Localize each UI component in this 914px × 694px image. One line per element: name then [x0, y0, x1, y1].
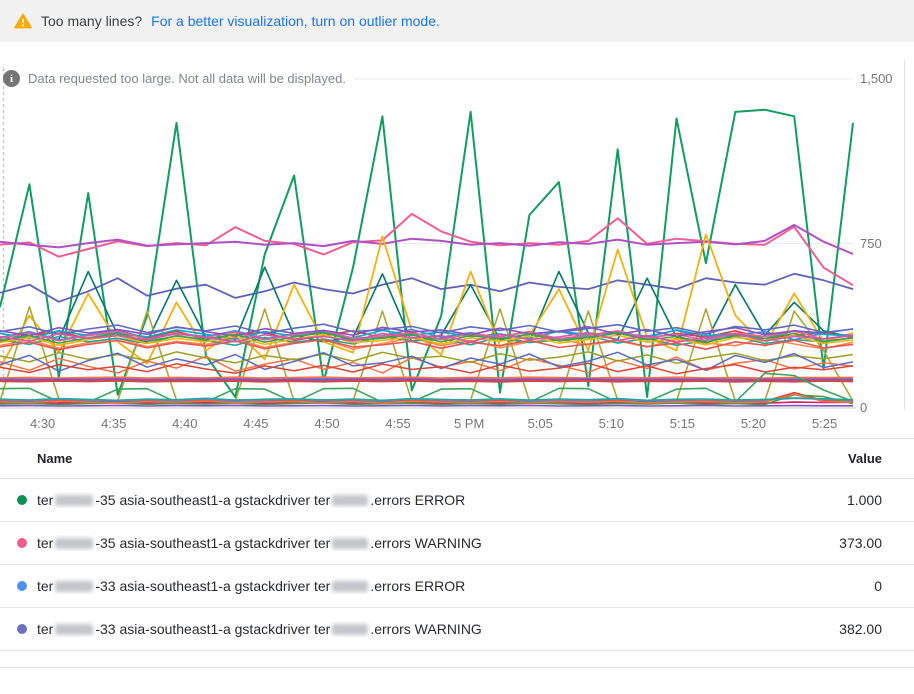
x-tick-label: 5:10: [598, 416, 624, 431]
redacted-text: [332, 538, 369, 549]
redacted-text: [55, 538, 94, 549]
x-tick-label: 5:20: [740, 416, 767, 431]
redacted-text: [332, 495, 369, 506]
redacted-text: [55, 495, 94, 506]
series-color-dot: [17, 495, 27, 505]
y-tick-label: 1,500: [860, 71, 893, 86]
timeseries-chart[interactable]: [0, 42, 914, 438]
series-name: ter -33 asia-southeast1-a gstackdriver te…: [37, 621, 482, 637]
redacted-text: [55, 624, 94, 635]
series-line-green-low-step: [0, 372, 854, 404]
series-line-band-violet: [0, 325, 854, 338]
series-line-bottom-magenta: [0, 400, 854, 405]
table-row[interactable]: ter -35 asia-southeast1-a gstackdriver te…: [0, 479, 914, 522]
redacted-text: [332, 624, 369, 635]
series-line-scatter-red: [0, 362, 854, 375]
partial-next-row: [0, 651, 914, 668]
warning-icon: [14, 13, 32, 29]
series-name: ter -35 asia-southeast1-a gstackdriver te…: [37, 535, 482, 551]
data-truncated-notice: i Data requested too large. Not all data…: [3, 70, 354, 87]
info-text: Data requested too large. Not all data w…: [28, 71, 354, 86]
warning-banner: Too many lines? For a better visualizati…: [0, 0, 914, 42]
column-header-value[interactable]: Value: [848, 451, 882, 466]
series-color-dot: [17, 538, 27, 548]
series-line-near-zero: [0, 404, 853, 407]
series-name: ter -33 asia-southeast1-a gstackdriver te…: [37, 578, 466, 594]
x-tick-label: 5 PM: [453, 416, 485, 431]
series-line-band-blue2: [0, 323, 854, 336]
table-row[interactable]: ter -33 asia-southeast1-a gstackdriver te…: [0, 565, 914, 608]
column-header-name[interactable]: Name: [37, 451, 73, 466]
series-line-band-cyan: [0, 329, 854, 340]
x-tick-label: 4:55: [385, 416, 411, 431]
series-line-bottom-green: [0, 393, 854, 406]
table-row[interactable]: ter -33 asia-southeast1-a gstackdriver te…: [0, 608, 914, 651]
series-color-dot: [17, 581, 27, 591]
series-value: 0: [874, 578, 882, 594]
x-tick-label: 4:50: [314, 416, 340, 431]
legend-table: Name Value ter -35 asia-southeast1-a gsta…: [0, 438, 914, 668]
banner-warning-text: Too many lines?: [41, 13, 143, 29]
series-line-scatter-olive: [0, 351, 854, 365]
legend-rows: ter -35 asia-southeast1-a gstackdriver te…: [0, 479, 914, 651]
series-line-errors-error-35-green: [0, 108, 854, 398]
info-icon: i: [3, 70, 20, 87]
series-line-warning-purple: [0, 223, 854, 255]
series-line-yellow-spiky: [0, 233, 854, 369]
redacted-text: [332, 581, 369, 592]
x-tick-label: 4:45: [243, 416, 269, 431]
series-line-errors-warning-35-pink: [0, 212, 854, 287]
x-tick-label: 4:35: [101, 416, 127, 431]
series-value: 1.000: [846, 492, 882, 508]
table-row[interactable]: ter -35 asia-southeast1-a gstackdriver te…: [0, 522, 914, 565]
series-line-bottom-teal: [0, 397, 854, 402]
x-tick-label: 4:30: [29, 416, 56, 431]
series-line-flat-orange: [0, 376, 854, 380]
series-line-bottom-orange: [0, 393, 854, 404]
y-tick-label: 750: [860, 235, 882, 251]
series-color-dot: [17, 624, 27, 634]
x-tick-label: 5:15: [669, 416, 696, 431]
x-tick-label: 5:25: [811, 416, 838, 431]
series-line-flat-red: [0, 379, 854, 383]
x-tick-label: 5:05: [527, 416, 553, 431]
redacted-text: [55, 581, 94, 592]
y-tick-label: 0: [860, 400, 868, 415]
series-line-band-magenta: [0, 331, 854, 344]
legend-table-header: Name Value: [0, 439, 914, 479]
series-line-flat-violet: [0, 378, 854, 382]
series-line-indigo-mid: [0, 272, 854, 303]
series-line-band-amber: [0, 333, 854, 347]
series-name: ter -35 asia-southeast1-a gstackdriver te…: [37, 492, 466, 508]
series-lines-group: [0, 108, 854, 407]
x-tick-label: 4:40: [172, 416, 198, 431]
series-value: 382.00: [839, 621, 882, 637]
series-value: 373.00: [839, 535, 882, 551]
series-line-band-red2: [0, 338, 854, 351]
timeseries-chart-section: i Data requested too large. Not all data…: [0, 42, 914, 438]
outlier-mode-link[interactable]: For a better visualization, turn on outl…: [151, 13, 440, 29]
